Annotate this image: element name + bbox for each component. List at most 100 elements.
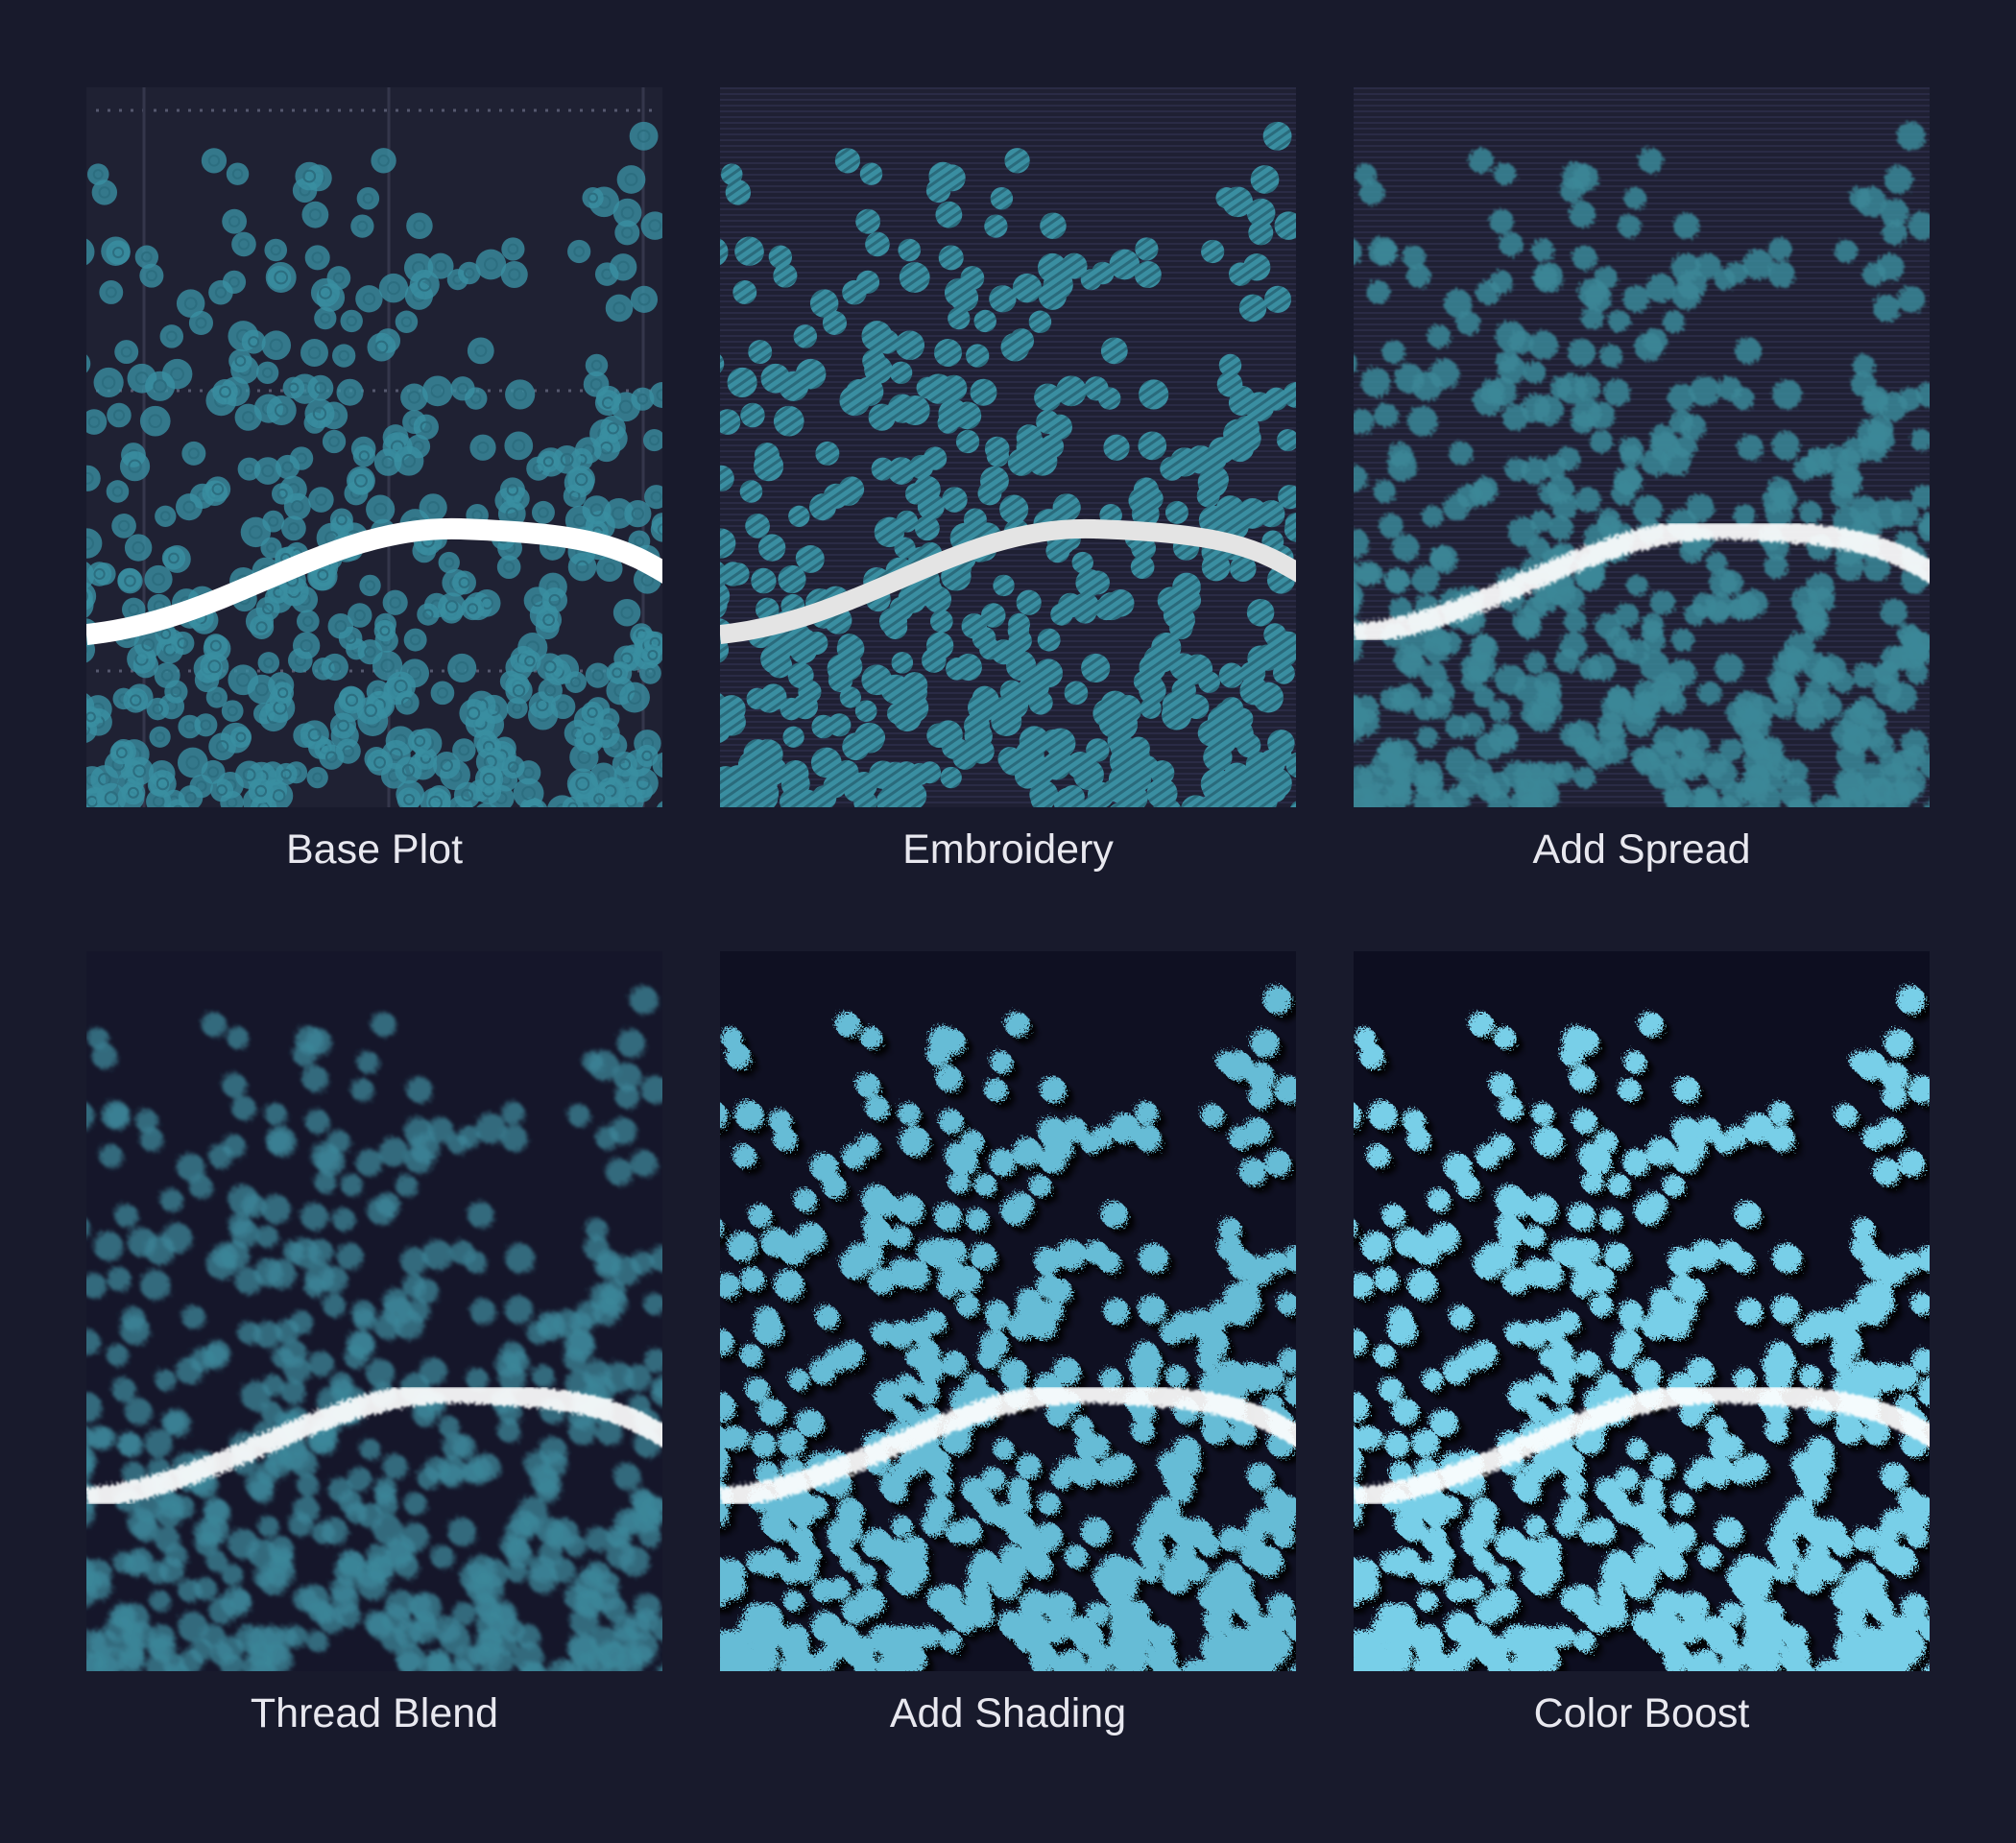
point: [1445, 1649, 1471, 1671]
point: [1175, 587, 1202, 613]
point: [649, 1246, 662, 1272]
point: [720, 1328, 734, 1355]
point: [973, 1173, 996, 1197]
point: [229, 1590, 252, 1613]
point: [1134, 1124, 1162, 1153]
point-center: [216, 784, 228, 796]
point: [587, 786, 612, 807]
point: [1670, 628, 1694, 652]
point: [1835, 1329, 1862, 1357]
point: [1135, 1618, 1159, 1643]
point: [788, 505, 810, 527]
point: [1817, 1558, 1843, 1584]
point: [1421, 662, 1448, 689]
point: [834, 1623, 859, 1648]
point: [1007, 448, 1036, 476]
point: [863, 1590, 886, 1613]
point: [581, 1565, 604, 1588]
point-center: [87, 416, 101, 428]
point: [221, 700, 244, 723]
point: [1772, 1541, 1800, 1568]
point: [773, 1127, 798, 1152]
point-center: [434, 259, 447, 273]
point: [1363, 782, 1394, 807]
point: [583, 371, 610, 397]
point: [631, 387, 655, 411]
point: [948, 1170, 971, 1194]
point: [882, 1478, 908, 1503]
point: [641, 644, 662, 666]
point: [1084, 376, 1109, 401]
point-center: [200, 719, 212, 731]
point: [1071, 1456, 1100, 1485]
point: [500, 1124, 528, 1153]
point: [1138, 1295, 1167, 1325]
point: [496, 1419, 521, 1444]
point: [1532, 262, 1564, 293]
point: [865, 231, 890, 257]
point: [1569, 1065, 1596, 1092]
point: [86, 163, 109, 185]
point: [538, 1314, 560, 1337]
point-center: [105, 286, 117, 299]
point: [139, 263, 164, 288]
point: [1497, 1590, 1520, 1613]
points: [1354, 121, 1930, 807]
point: [952, 744, 978, 770]
point-center: [440, 758, 453, 773]
point: [753, 451, 784, 482]
point: [1184, 694, 1210, 720]
point: [1798, 500, 1822, 524]
point: [631, 1251, 655, 1275]
point: [970, 378, 997, 406]
point: [928, 161, 958, 191]
point: [1040, 212, 1067, 240]
point-center: [228, 215, 241, 227]
point: [768, 245, 793, 269]
point: [1599, 344, 1623, 368]
point: [1882, 1084, 1908, 1110]
point: [356, 187, 380, 210]
point: [222, 1072, 248, 1098]
point: [536, 1517, 564, 1545]
point: [476, 1666, 497, 1671]
point: [1764, 1419, 1788, 1444]
point: [1515, 1641, 1541, 1668]
point: [1354, 1328, 1368, 1355]
point: [450, 1240, 475, 1265]
point: [1573, 1630, 1596, 1653]
point: [905, 1545, 928, 1568]
point: [567, 1103, 591, 1128]
point: [1169, 653, 1198, 682]
point-center: [261, 367, 274, 378]
point: [1626, 574, 1648, 597]
point: [743, 1604, 768, 1629]
point: [518, 1513, 541, 1537]
point: [636, 744, 659, 767]
point: [403, 628, 427, 652]
point: [1849, 495, 1879, 525]
point: [1100, 1201, 1128, 1229]
trend-curve: [86, 517, 662, 645]
point-center: [513, 387, 527, 402]
point: [332, 1208, 356, 1232]
point: [925, 632, 954, 659]
point: [582, 495, 612, 525]
point: [1734, 1201, 1762, 1229]
point: [1742, 1113, 1774, 1144]
point: [938, 1262, 969, 1293]
point: [1258, 500, 1285, 528]
point: [1476, 279, 1500, 305]
point: [1086, 738, 1110, 762]
point: [1849, 1050, 1871, 1073]
point-center: [211, 692, 223, 703]
point: [1903, 1608, 1926, 1631]
point-center: [311, 251, 324, 264]
point: [828, 1577, 852, 1601]
point-center: [328, 436, 340, 447]
point: [255, 1460, 280, 1485]
point: [1586, 1608, 1612, 1634]
point-center: [243, 463, 255, 475]
point: [124, 534, 153, 562]
point: [1607, 309, 1630, 333]
